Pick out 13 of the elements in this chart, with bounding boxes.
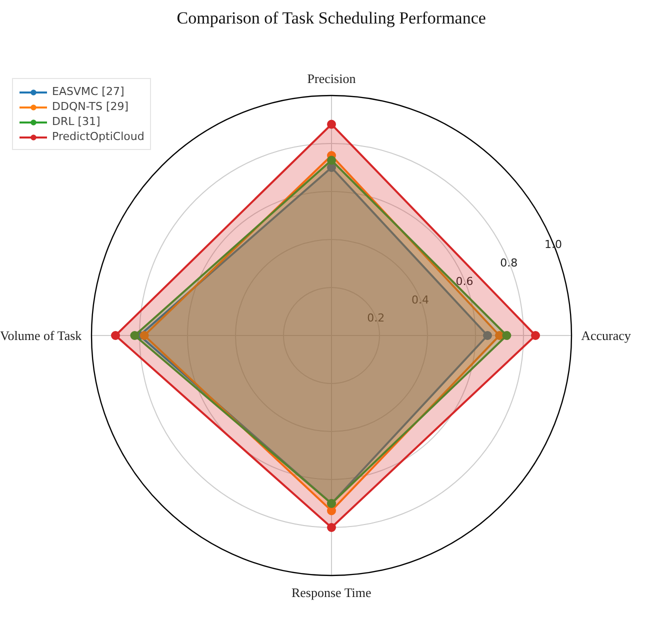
y-tick-label: 0.2 bbox=[367, 312, 385, 325]
y-tick-label: 0.6 bbox=[456, 274, 474, 288]
y-tick-label: 0.8 bbox=[500, 256, 518, 270]
spoke-label: Volume of Task bbox=[0, 328, 82, 343]
spoke-label: Precision bbox=[307, 70, 356, 86]
spoke-label: Response Time bbox=[291, 585, 372, 600]
chart-title: Comparison of Task Scheduling Performance bbox=[176, 8, 486, 28]
spoke-label: Accuracy bbox=[581, 328, 632, 343]
legend-label: DDQN-TS [29] bbox=[52, 100, 129, 113]
legend-label: DRL [31] bbox=[52, 115, 100, 128]
legend-label: EASVMC [27] bbox=[52, 85, 124, 98]
legend-label: PredictOptiCloud bbox=[52, 130, 144, 143]
y-tick-label: 0.4 bbox=[411, 293, 429, 306]
